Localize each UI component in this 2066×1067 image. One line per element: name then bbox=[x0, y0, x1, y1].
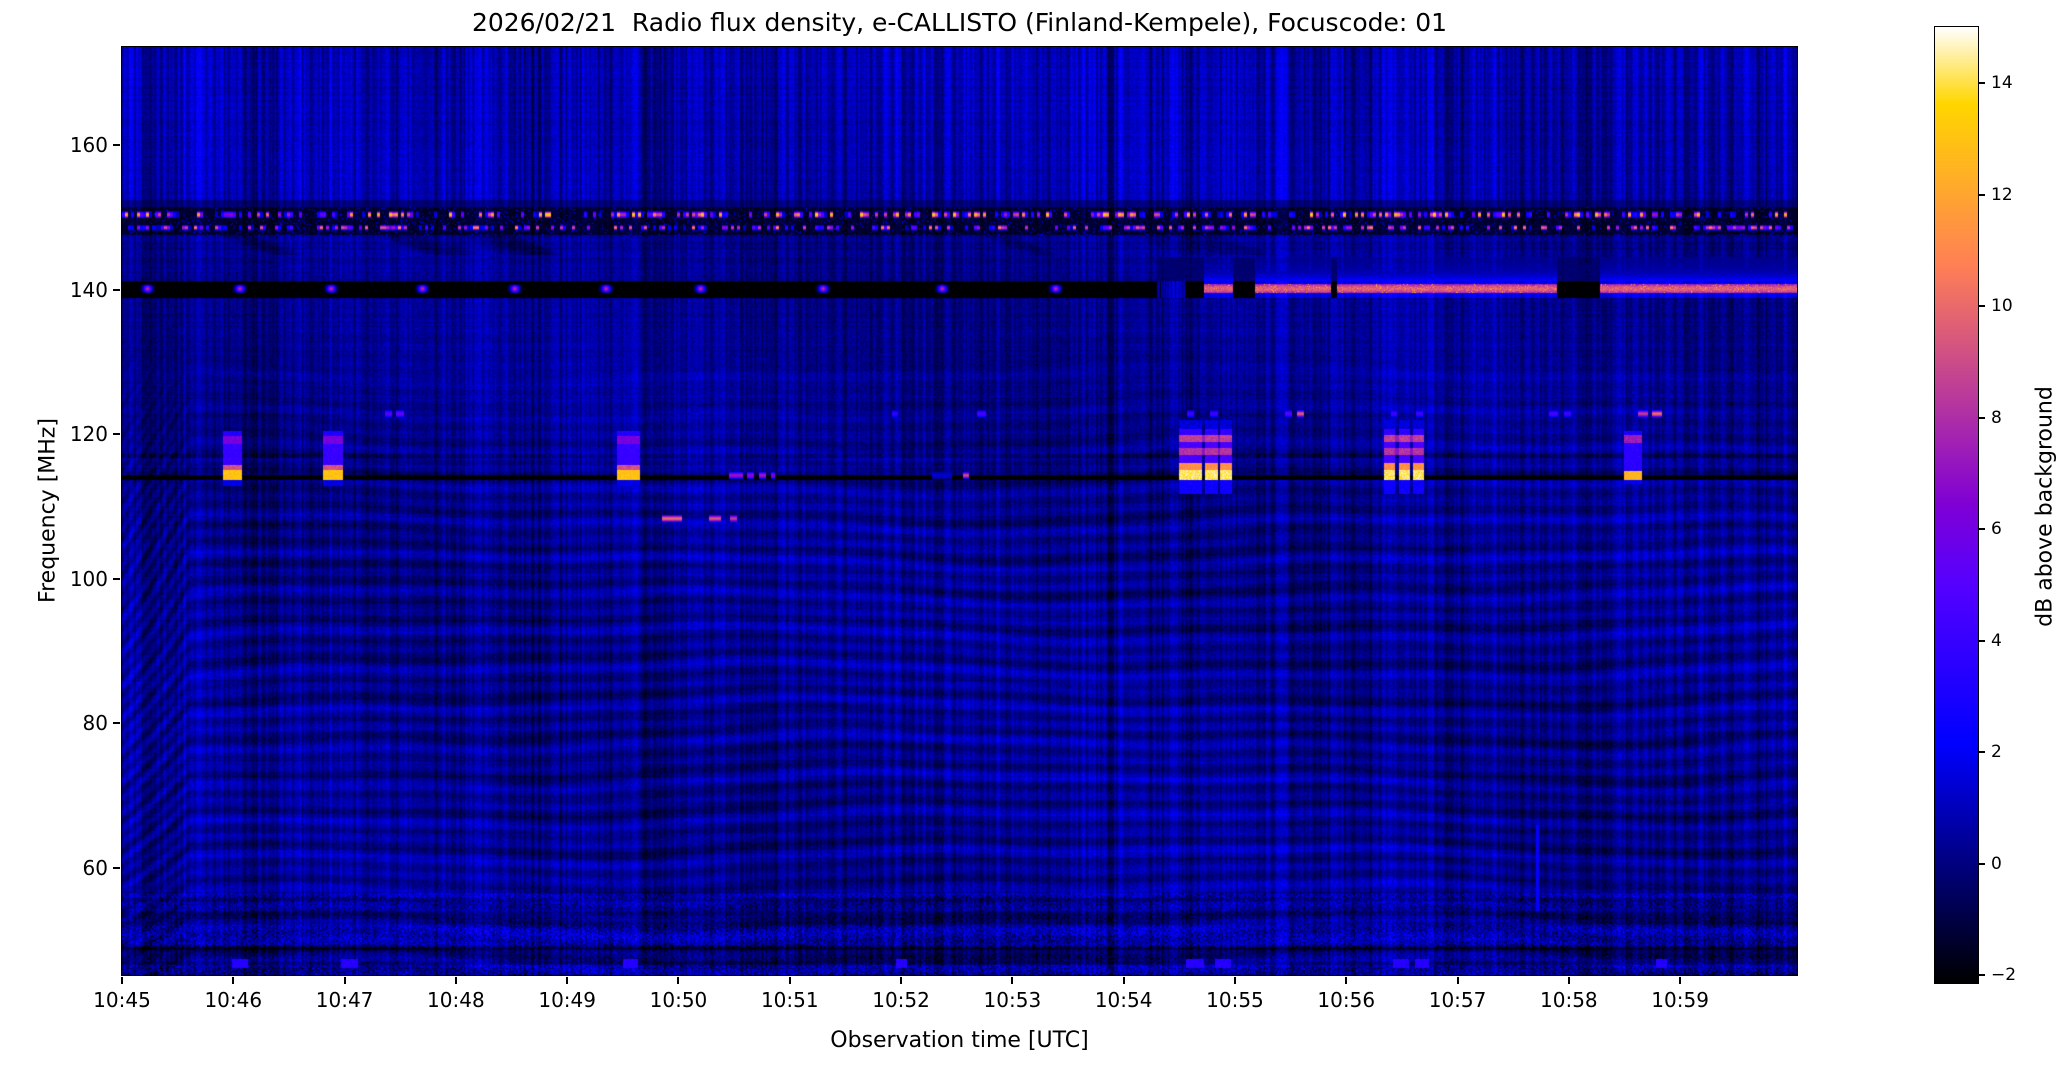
x-tick-mark bbox=[1679, 977, 1682, 984]
x-tick-mark bbox=[232, 977, 235, 984]
x-tick-label: 10:53 bbox=[983, 988, 1042, 1012]
x-tick-label: 10:57 bbox=[1428, 988, 1487, 1012]
x-tick-label: 10:50 bbox=[649, 988, 708, 1012]
x-tick-mark bbox=[1122, 977, 1125, 984]
y-tick-label: 120 bbox=[69, 422, 108, 447]
colorbar-canvas bbox=[1934, 26, 1979, 984]
y-tick-mark bbox=[113, 722, 120, 725]
x-tick-label: 10:51 bbox=[760, 988, 819, 1012]
x-axis-label: Observation time [UTC] bbox=[830, 1028, 1089, 1053]
x-tick-label: 10:52 bbox=[872, 988, 930, 1012]
y-tick-label: 160 bbox=[69, 133, 108, 158]
x-tick-label: 10:48 bbox=[427, 988, 485, 1012]
colorbar-tick-mark bbox=[1979, 639, 1985, 642]
colorbar-tick-mark bbox=[1979, 416, 1985, 419]
colorbar-tick-label: 14 bbox=[1991, 73, 2013, 93]
y-tick-label: 100 bbox=[69, 566, 108, 591]
x-tick-mark bbox=[1233, 977, 1236, 984]
colorbar-tick-mark bbox=[1979, 82, 1985, 84]
y-tick-mark bbox=[113, 288, 120, 291]
chart-title: 2026/02/21 Radio flux density, e-CALLIST… bbox=[471, 8, 1448, 37]
x-tick-label: 10:46 bbox=[204, 988, 263, 1012]
x-tick-mark bbox=[788, 977, 791, 984]
x-tick-label: 10:47 bbox=[315, 988, 374, 1012]
colorbar-tick-label: 4 bbox=[1991, 630, 2002, 651]
x-tick-mark bbox=[1567, 977, 1570, 984]
y-tick-mark bbox=[113, 577, 120, 580]
colorbar-tick-mark bbox=[1979, 528, 1985, 530]
y-tick-mark bbox=[113, 433, 120, 436]
y-tick-label: 140 bbox=[69, 277, 108, 302]
x-tick-label: 10:56 bbox=[1317, 988, 1376, 1012]
colorbar-tick-mark bbox=[1979, 862, 1985, 865]
colorbar-tick-mark bbox=[1979, 974, 1985, 976]
x-tick-mark bbox=[1011, 977, 1014, 984]
x-tick-mark bbox=[677, 977, 680, 984]
colorbar-tick-mark bbox=[1979, 193, 1985, 196]
x-tick-mark bbox=[121, 977, 123, 984]
x-tick-mark bbox=[1345, 977, 1348, 984]
colorbar-tick-label: −2 bbox=[1991, 965, 2017, 985]
colorbar-tick-label: 2 bbox=[1991, 742, 2002, 762]
x-tick-label: 10:55 bbox=[1206, 988, 1264, 1012]
y-tick-mark bbox=[113, 867, 120, 870]
x-tick-label: 10:59 bbox=[1651, 988, 1709, 1012]
spectrogram-canvas bbox=[121, 46, 1798, 976]
x-tick-mark bbox=[343, 977, 346, 984]
x-tick-mark bbox=[1456, 977, 1459, 984]
x-tick-label: 10:45 bbox=[93, 988, 151, 1012]
x-tick-mark bbox=[566, 977, 569, 984]
y-tick-mark bbox=[113, 144, 120, 147]
x-tick-mark bbox=[454, 977, 457, 984]
x-tick-mark bbox=[900, 977, 903, 984]
colorbar-tick-label: 10 bbox=[1991, 296, 2013, 316]
colorbar-tick-label: 0 bbox=[1991, 853, 2002, 874]
y-tick-label: 60 bbox=[82, 856, 108, 881]
y-tick-label: 80 bbox=[82, 711, 108, 736]
x-tick-label: 10:49 bbox=[538, 988, 596, 1012]
colorbar-tick-label: 6 bbox=[1991, 519, 2002, 539]
colorbar-tick-mark bbox=[1979, 305, 1985, 307]
colorbar-tick-label: 12 bbox=[1991, 184, 2013, 205]
colorbar-tick-label: 8 bbox=[1991, 407, 2002, 428]
x-tick-label: 10:58 bbox=[1540, 988, 1598, 1012]
x-tick-label: 10:54 bbox=[1094, 988, 1153, 1012]
colorbar-tick-mark bbox=[1979, 751, 1985, 753]
